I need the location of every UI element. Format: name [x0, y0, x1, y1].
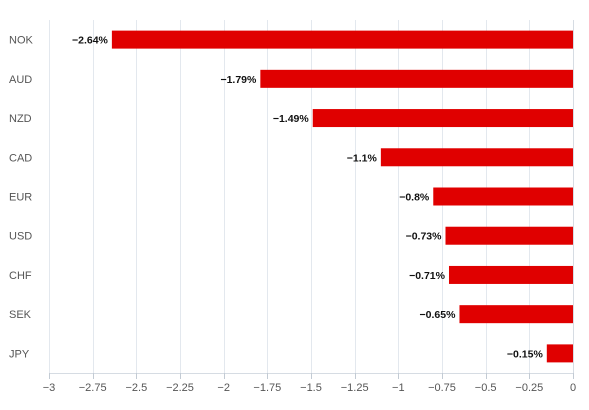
x-tick-label: −2.25 [166, 382, 194, 394]
bar-eur[interactable] [433, 187, 573, 206]
data-label-sek: −0.65% [420, 309, 457, 321]
data-label-chf: −0.71% [409, 270, 446, 282]
bar-aud[interactable] [260, 69, 573, 88]
bar-sek[interactable] [459, 305, 573, 324]
data-label-jpy: −0.15% [507, 348, 544, 360]
category-label-nzd: NZD [9, 113, 32, 125]
x-tick-label: −1.25 [341, 382, 369, 394]
data-label-eur: −0.8% [399, 192, 430, 204]
x-tick-label: −0.75 [428, 382, 456, 394]
category-label-aud: AUD [9, 74, 32, 86]
category-label-sek: SEK [9, 309, 32, 321]
x-axis: −3 −2.75 −2.5 −2.25 −2 −1.75 −1.5 −1.25 −1 −0.75 −… [43, 373, 576, 394]
x-tick-label: −0.25 [515, 382, 543, 394]
x-tick-label: 0 [570, 382, 576, 394]
bar-usd[interactable] [445, 226, 573, 245]
category-label-chf: CHF [9, 270, 32, 282]
category-label-nok: NOK [9, 35, 34, 47]
data-labels: −2.64% −1.79% −1.49% −1.1% −0.8% −0.73% −0.71%… [72, 35, 543, 361]
x-tick-label: −1.5 [300, 382, 322, 394]
x-tick-label: −2.75 [79, 382, 107, 394]
data-label-aud: −1.79% [220, 74, 257, 86]
data-label-nok: −2.64% [72, 35, 109, 47]
bar-cad[interactable] [380, 148, 573, 167]
bar-jpy[interactable] [546, 344, 573, 363]
bar-chf[interactable] [448, 265, 573, 284]
data-label-usd: −0.73% [406, 231, 443, 243]
bar-nzd[interactable] [312, 109, 573, 128]
x-tick-label: −2 [217, 382, 230, 394]
x-tick-label: −1 [392, 382, 405, 394]
x-tick-label: −1.75 [253, 382, 281, 394]
x-tick-label: −3 [43, 382, 56, 394]
category-label-eur: EUR [9, 192, 32, 204]
bars [111, 30, 573, 363]
data-label-nzd: −1.49% [273, 113, 310, 125]
bar-nok[interactable] [111, 30, 573, 49]
x-tick-label: −0.5 [475, 382, 497, 394]
x-tick-label: −2.5 [125, 382, 147, 394]
category-labels: NOK AUD NZD CAD EUR USD CHF SEK JPY [9, 35, 34, 361]
category-label-usd: USD [9, 231, 32, 243]
category-label-jpy: JPY [9, 348, 30, 360]
data-label-cad: −1.1% [347, 152, 378, 164]
category-label-cad: CAD [9, 152, 32, 164]
